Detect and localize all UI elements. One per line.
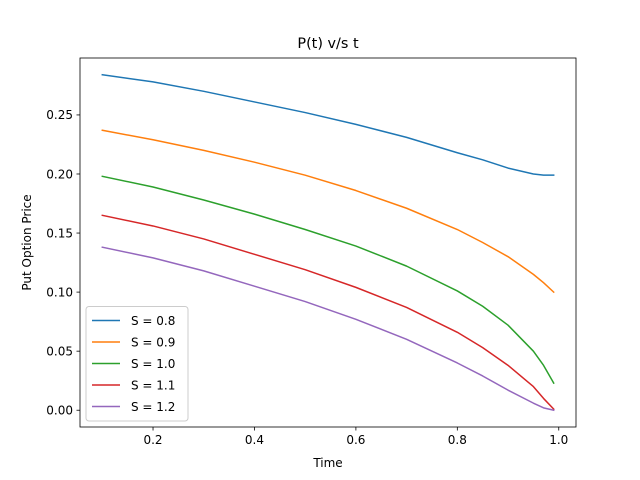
series-line-3 — [101, 175, 555, 385]
legend-label-4: S = 1.1 — [131, 378, 175, 392]
legend-label-5: S = 1.2 — [131, 400, 175, 414]
x-axis-ticks: 0.2 0.4 0.6 0.8 1.0 — [143, 427, 568, 447]
y-tick-label: 0.10 — [46, 285, 73, 299]
plot-frame — [79, 57, 577, 428]
y-tick-label: 0.15 — [46, 226, 73, 240]
legend-label-3: S = 1.0 — [131, 357, 175, 371]
x-tick-label: 0.4 — [245, 433, 264, 447]
series-line-5 — [101, 246, 555, 412]
x-tick-label: 0.8 — [448, 433, 467, 447]
x-tick-label: 0.6 — [346, 433, 365, 447]
legend: S = 0.8 S = 0.9 S = 1.0 S = 1.1 S = 1.2 — [85, 306, 189, 422]
series-line-1 — [101, 73, 555, 176]
legend-label-1: S = 0.8 — [131, 314, 175, 328]
y-tick-label: 0.20 — [46, 167, 73, 181]
x-tick-label: 0.2 — [143, 433, 162, 447]
x-axis-label: Time — [312, 456, 342, 470]
series-line-4 — [101, 214, 555, 411]
y-tick-label: 0.25 — [46, 108, 73, 122]
legend-box — [85, 306, 189, 422]
series-line-2 — [101, 129, 555, 294]
y-axis-ticks: 0.00 0.05 0.10 0.15 0.20 0.25 — [46, 108, 80, 418]
y-axis-label: Put Option Price — [20, 194, 34, 290]
chart-title: P(t) v/s t — [297, 36, 359, 52]
x-tick-label: 1.0 — [549, 433, 568, 447]
legend-label-2: S = 0.9 — [131, 335, 175, 349]
plot-lines — [101, 73, 555, 412]
y-tick-label: 0.05 — [46, 344, 73, 358]
y-tick-label: 0.00 — [46, 404, 73, 418]
